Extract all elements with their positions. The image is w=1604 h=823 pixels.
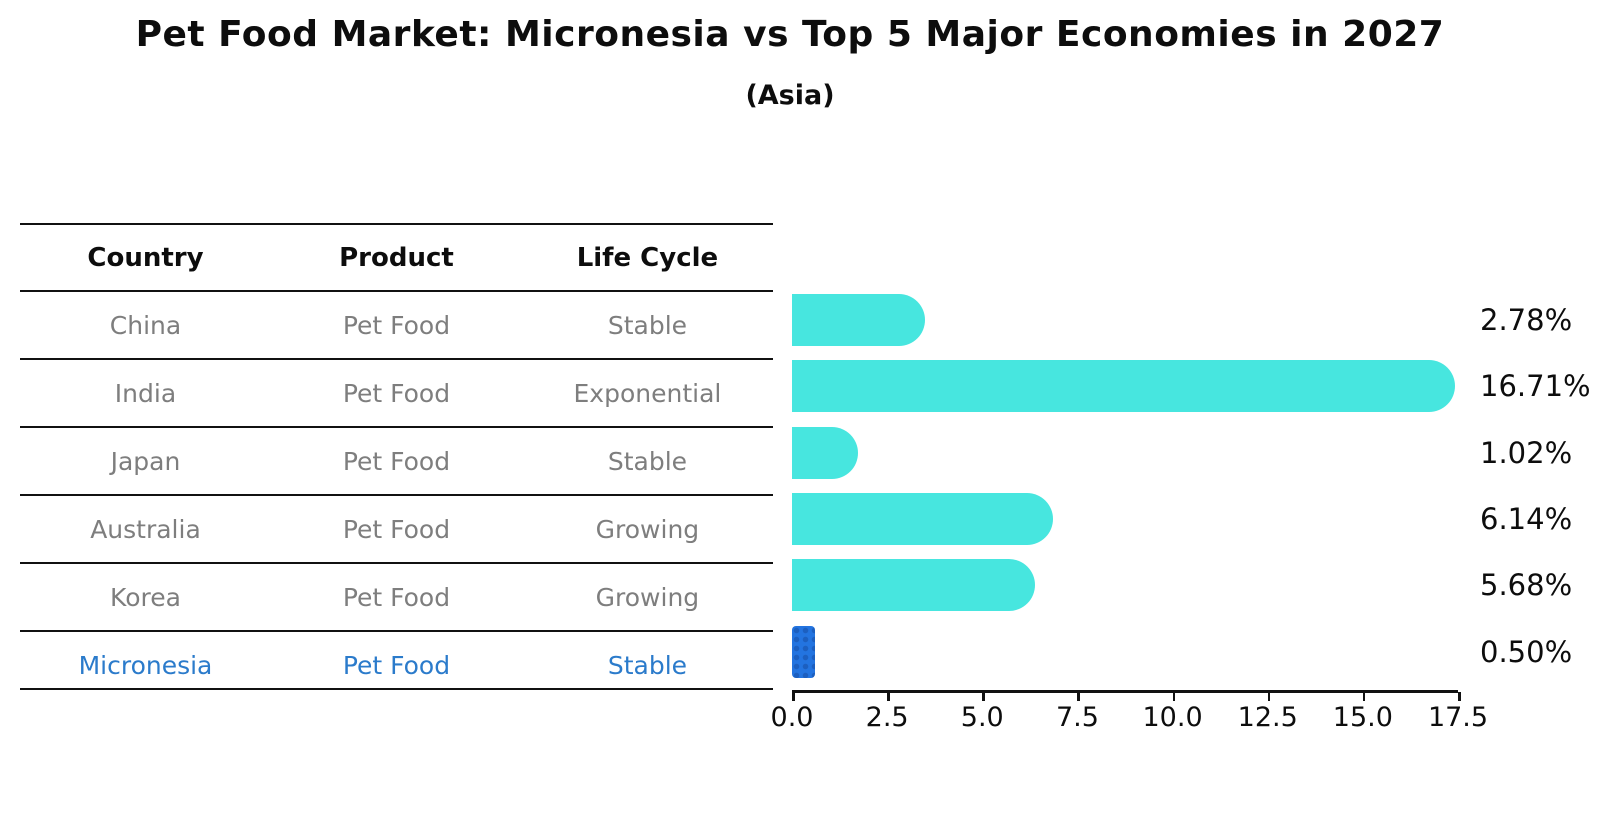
- x-axis-tick: [1267, 692, 1271, 701]
- chart-subtitle: (Asia): [745, 80, 835, 111]
- value-label-australia: 6.14%: [1480, 502, 1573, 536]
- cell-country: China: [109, 310, 182, 340]
- bar-india: [792, 360, 1455, 412]
- cell-product: Pet Food: [342, 446, 451, 476]
- country-table: Country Product Life Cycle China Pet Food…: [20, 223, 773, 690]
- cell-life_cycle: Stable: [607, 310, 688, 340]
- chart-title: Pet Food Market: Micronesia vs Top 5 Maj…: [135, 14, 1445, 55]
- table-header-row: Country Product Life Cycle: [20, 223, 773, 290]
- bar-korea: [792, 559, 1036, 611]
- cell-country: Micronesia: [78, 650, 213, 680]
- x-axis-line: [792, 690, 1458, 693]
- table-row-korea: Korea Pet Food Growing: [20, 562, 773, 630]
- x-axis-tick-label: 2.5: [865, 702, 909, 733]
- table-header-lifecycle: Life Cycle: [576, 242, 719, 273]
- cell-life_cycle: Growing: [595, 582, 700, 612]
- cell-product: Pet Food: [342, 650, 451, 680]
- cell-life_cycle: Stable: [607, 650, 688, 680]
- x-axis-tick-label: 7.5: [1055, 702, 1099, 733]
- bar-australia: [792, 493, 1053, 545]
- x-axis-tick-label: 12.5: [1237, 702, 1298, 733]
- cell-life_cycle: Stable: [607, 446, 688, 476]
- cell-country: Japan: [110, 446, 181, 476]
- x-axis-tick: [1077, 692, 1080, 701]
- value-label-india: 16.71%: [1480, 369, 1591, 403]
- x-axis-tick: [1172, 692, 1176, 701]
- table-row-japan: Japan Pet Food Stable: [20, 426, 773, 494]
- value-label-japan: 1.02%: [1480, 436, 1573, 470]
- cell-country: Korea: [110, 582, 181, 612]
- cell-product: Pet Food: [342, 378, 451, 408]
- x-axis-tick: [982, 692, 985, 701]
- value-label-micronesia: 0.50%: [1480, 635, 1573, 669]
- table-header-country: Country: [87, 242, 204, 273]
- cell-product: Pet Food: [342, 310, 451, 340]
- table-header-product: Product: [339, 242, 454, 273]
- value-label-china: 2.78%: [1480, 303, 1573, 337]
- bar-china: [792, 294, 925, 346]
- x-axis-tick-label: 15.0: [1332, 702, 1393, 733]
- table-row-china: China Pet Food Stable: [20, 290, 773, 358]
- cell-life_cycle: Growing: [595, 514, 700, 544]
- bar-japan: [792, 427, 858, 479]
- table-row-australia: Australia Pet Food Growing: [20, 494, 773, 562]
- table-row-india: India Pet Food Exponential: [20, 358, 773, 426]
- x-axis-tick: [887, 692, 890, 701]
- cell-country: India: [114, 378, 177, 408]
- bar-micronesia: [792, 626, 816, 678]
- x-axis-tick-label: 17.5: [1427, 702, 1489, 733]
- x-axis-tick: [1458, 692, 1461, 701]
- x-axis-tick-label: 5.0: [960, 702, 1004, 733]
- x-axis-tick: [792, 692, 795, 701]
- value-label-korea: 5.68%: [1480, 568, 1573, 602]
- cell-country: Australia: [90, 514, 201, 544]
- cell-product: Pet Food: [342, 582, 451, 612]
- x-axis-tick: [1362, 692, 1366, 701]
- cell-product: Pet Food: [342, 514, 451, 544]
- x-axis-tick-label: 0.0: [770, 702, 814, 733]
- table-row-micronesia: Micronesia Pet Food Stable: [20, 630, 773, 698]
- x-axis-tick-label: 10.0: [1142, 702, 1203, 733]
- cell-life_cycle: Exponential: [573, 378, 722, 408]
